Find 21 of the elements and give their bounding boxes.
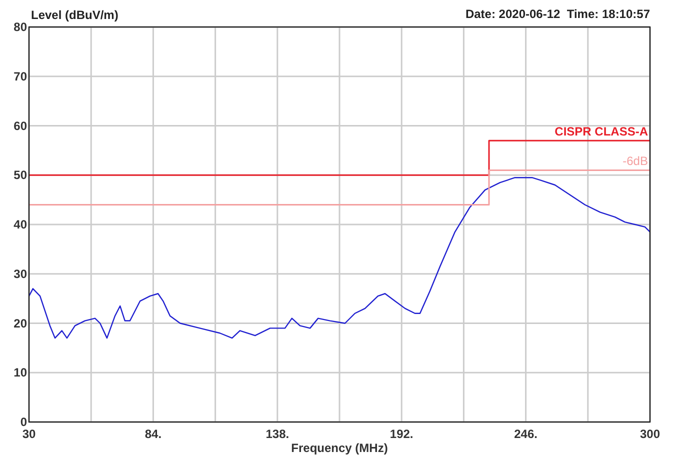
x-tick-label: 138.	[266, 427, 290, 441]
y-tick-label: 70	[14, 69, 28, 84]
x-tick-label: 30	[22, 427, 36, 441]
x-axis-title: Frequency (MHz)	[291, 441, 388, 455]
y-tick-label: 40	[14, 218, 28, 232]
y-tick-label: 0	[20, 415, 28, 429]
x-tick-label: 300	[640, 427, 660, 441]
text: Date: 2020-06-12 Time: 18:10:57	[465, 7, 650, 21]
x-tick-label: 84.	[144, 427, 162, 441]
y-tick-label: 20	[14, 316, 28, 330]
x-tick-label: 192.	[390, 427, 414, 441]
y-tick-label: 50	[14, 168, 28, 182]
y-axis-title: Level (dBuV/m)	[31, 8, 118, 22]
y-tick-label: 30	[14, 266, 28, 281]
y-tick-label: 10	[14, 366, 28, 380]
series-label: CISPR CLASS-A	[554, 124, 648, 139]
y-tick-label: 80	[14, 20, 28, 34]
x-tick-label: 246.	[514, 427, 538, 441]
line-series	[28, 176, 651, 339]
y-tick-label: 60	[14, 118, 28, 133]
series-label: -6dB	[622, 154, 648, 168]
